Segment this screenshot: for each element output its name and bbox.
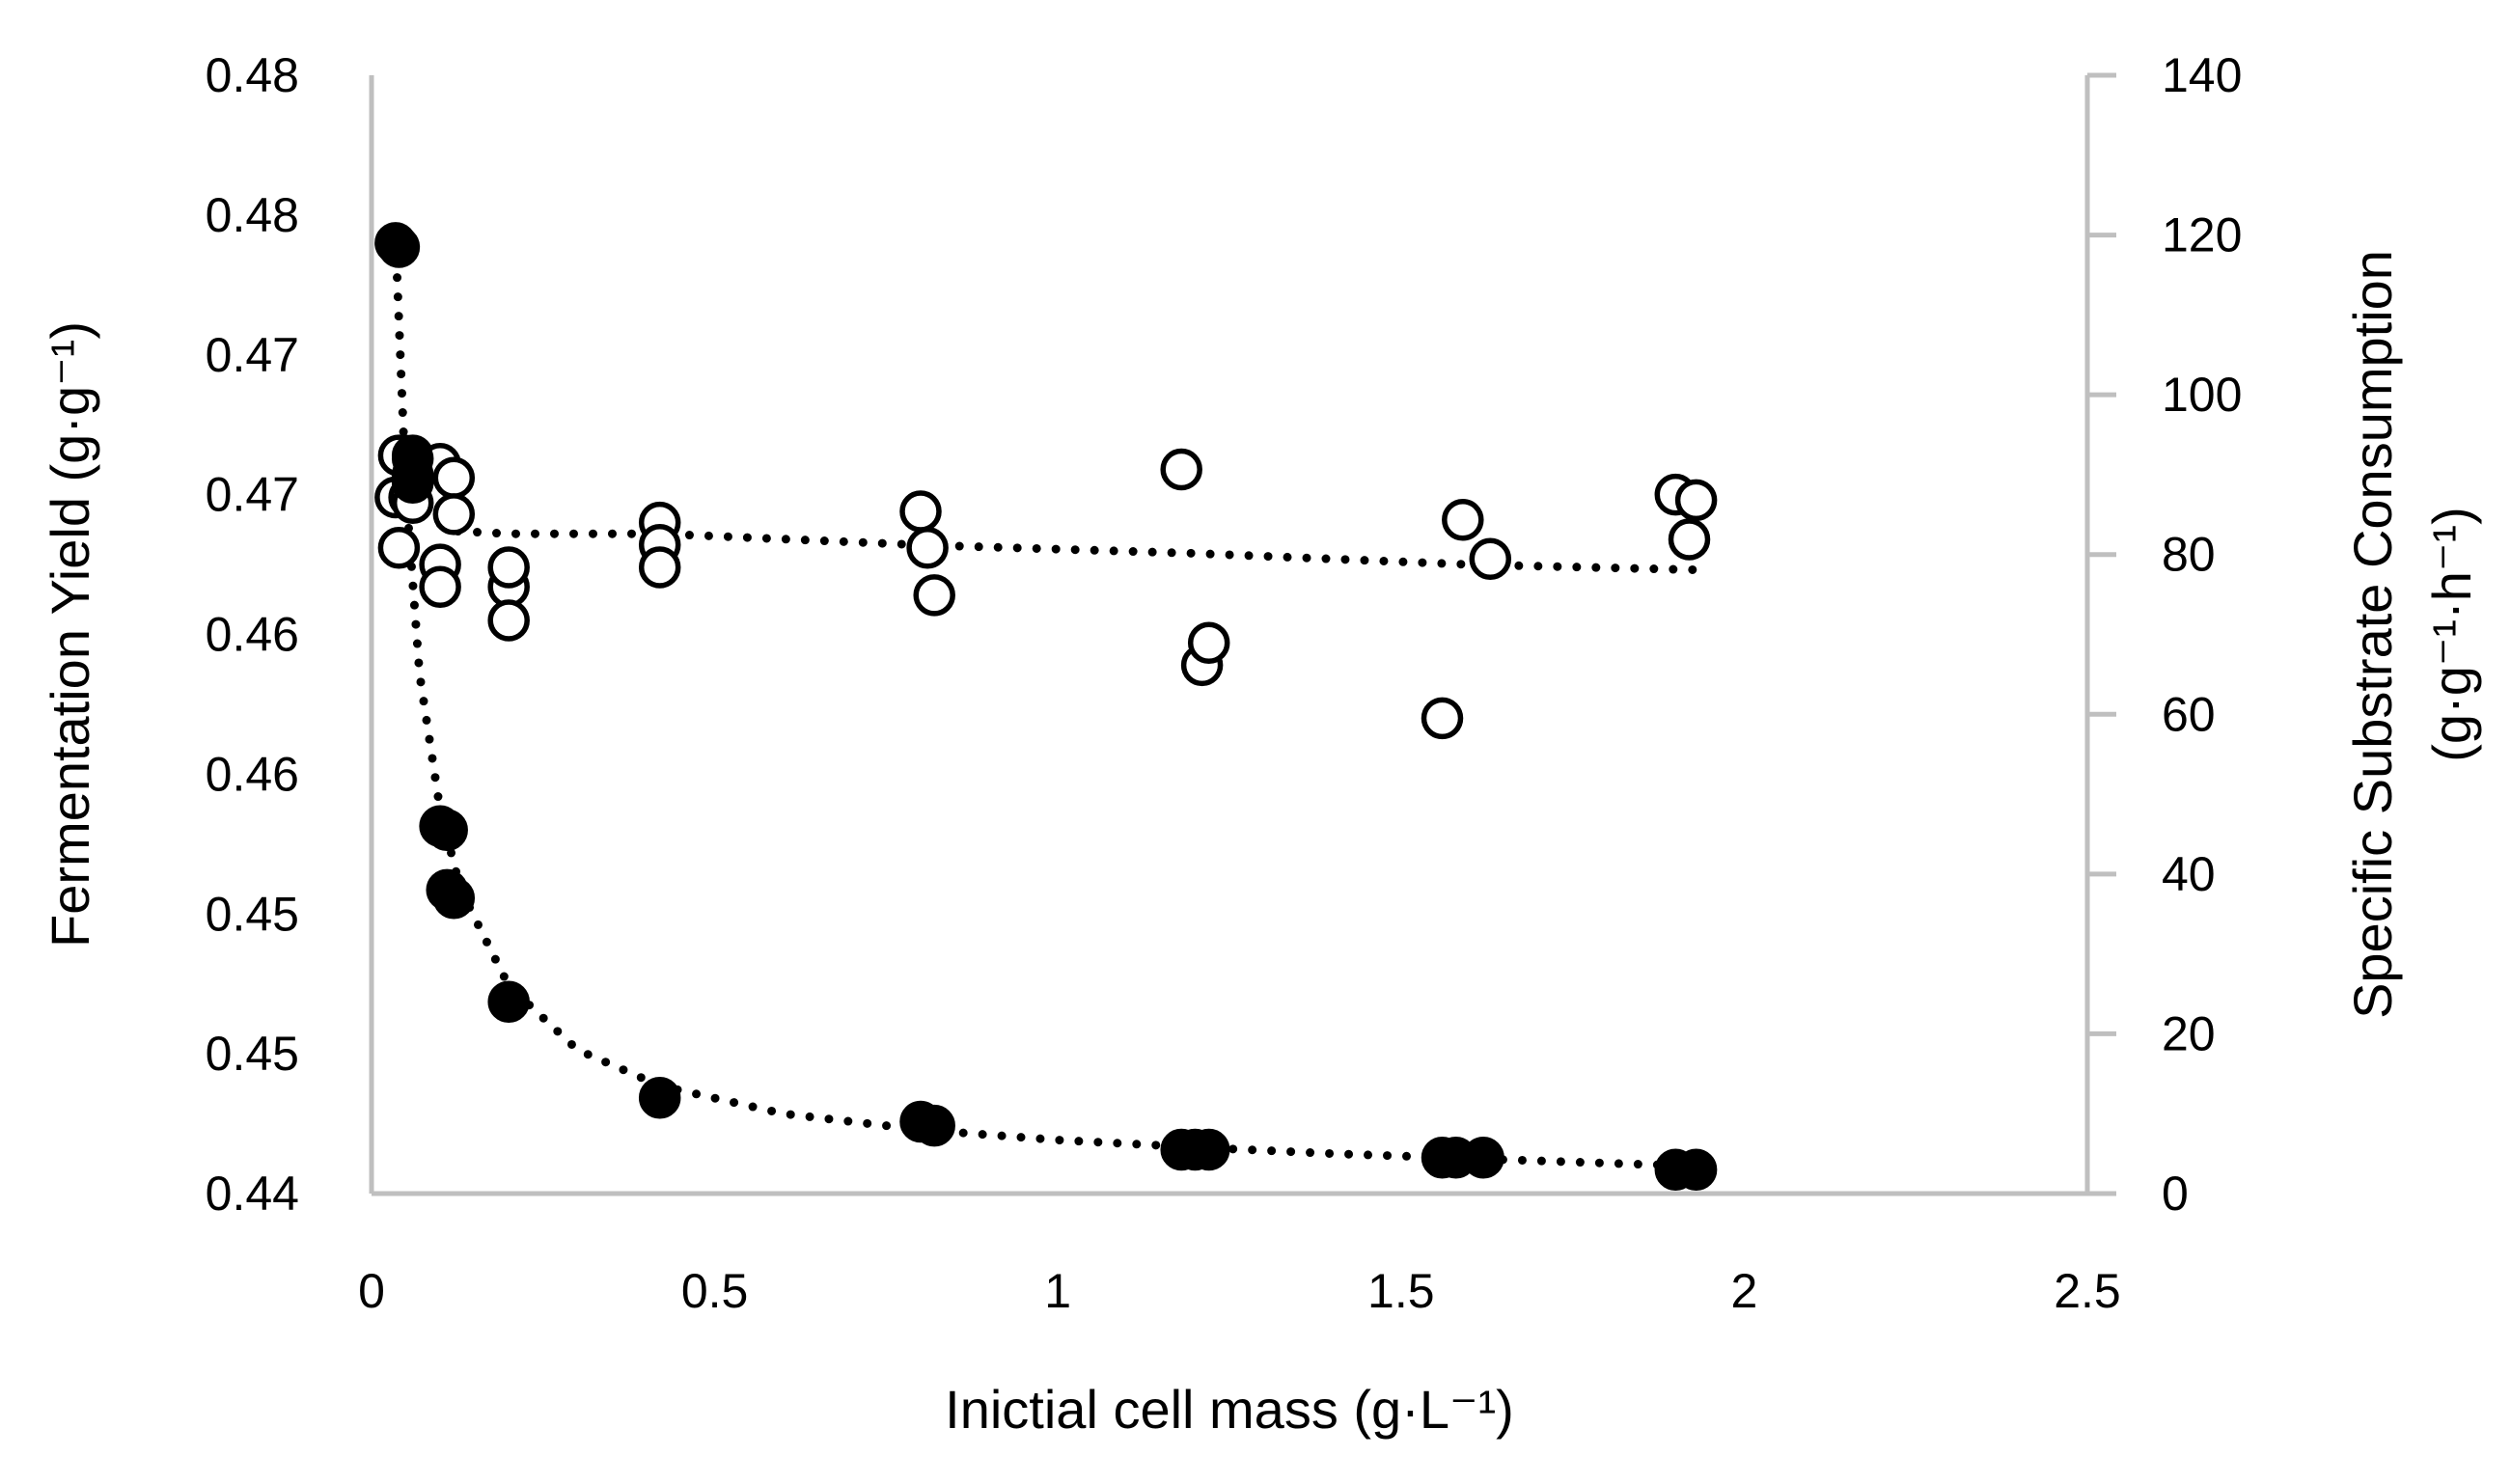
y-right-tick-label: 100: [2162, 368, 2242, 422]
consumption-point: [426, 809, 468, 852]
data-points: [374, 222, 1718, 1191]
x-tick-label: 2.5: [2054, 1264, 2121, 1318]
consumption-point: [913, 1104, 955, 1147]
y-left-tick-label: 0.44: [206, 1167, 299, 1221]
yield-point: [638, 546, 681, 589]
x-tick-label: 0.5: [681, 1264, 749, 1318]
y-left-tick-label: 0.45: [206, 887, 299, 941]
yield-point: [1668, 518, 1711, 561]
yield-trendline: [401, 434, 1715, 575]
y-right-tick-label: 80: [2162, 528, 2216, 582]
yield-point: [419, 565, 461, 608]
x-tick-label: 0: [358, 1264, 385, 1318]
y-left-tick-label: 0.47: [206, 468, 299, 522]
y-right-axis-title-line1: Specific Substrate Consumption: [2342, 250, 2403, 1019]
consumption-point: [1187, 1128, 1230, 1171]
y-left-tick-label: 0.47: [206, 328, 299, 382]
y-left-tick-label: 0.46: [206, 608, 299, 662]
y-right-tick-label: 20: [2162, 1006, 2216, 1060]
consumption-point: [638, 1076, 681, 1119]
y-right-tick-label: 0: [2162, 1167, 2189, 1221]
x-tick-label: 2: [1730, 1264, 1757, 1318]
yield-point: [913, 574, 955, 617]
yield-point: [1442, 498, 1484, 541]
consumption-point: [1674, 1148, 1718, 1191]
yield-point: [1469, 537, 1512, 581]
y-right-axis-title-line2: (g·g⁻¹·h⁻¹): [2421, 507, 2482, 761]
yield-point: [1674, 479, 1718, 522]
yield-point: [432, 493, 476, 536]
y-right-axis-ticks: 0 20 40 60 80 100 120 140: [2087, 48, 2242, 1221]
y-right-tick-label: 140: [2162, 48, 2242, 102]
y-left-tick-label: 0.48: [206, 48, 299, 102]
consumption-trendline: [391, 234, 1715, 1171]
x-tick-label: 1: [1044, 1264, 1071, 1318]
y-right-tick-label: 60: [2162, 687, 2216, 741]
yield-point: [906, 526, 949, 569]
y-right-tick-label: 40: [2162, 847, 2216, 901]
yield-point: [377, 526, 421, 569]
yield-point: [1160, 448, 1202, 491]
y-left-tick-label: 0.46: [206, 747, 299, 801]
consumption-point: [487, 980, 530, 1024]
y-left-tick-label: 0.48: [206, 188, 299, 242]
x-tick-label: 1.5: [1367, 1264, 1435, 1318]
y-left-axis-title: Fermentation Yield (g·g⁻¹): [40, 321, 100, 948]
yield-point: [1187, 621, 1230, 664]
x-axis-ticks: 0 0.5 1 1.5 2 2.5: [358, 1264, 2121, 1318]
x-axis-title: Inictial cell mass (g·L⁻¹): [945, 1379, 1514, 1440]
axes: [369, 75, 2090, 1196]
trendlines: [391, 234, 1715, 1171]
yield-point: [432, 456, 476, 499]
consumption-point: [377, 226, 421, 268]
yield-point: [1421, 697, 1464, 740]
consumption-point: [432, 876, 476, 920]
y-right-tick-label: 120: [2162, 208, 2242, 262]
consumption-point: [391, 461, 434, 504]
y-left-axis-ticks: 0.44 0.45 0.45 0.46 0.46 0.47 0.47 0.48 0.48: [206, 48, 299, 1221]
consumption-point: [1462, 1136, 1504, 1179]
yield-point: [899, 490, 942, 533]
yield-point: [487, 599, 530, 642]
yield-point: [487, 546, 530, 589]
y-left-tick-label: 0.45: [206, 1027, 299, 1081]
